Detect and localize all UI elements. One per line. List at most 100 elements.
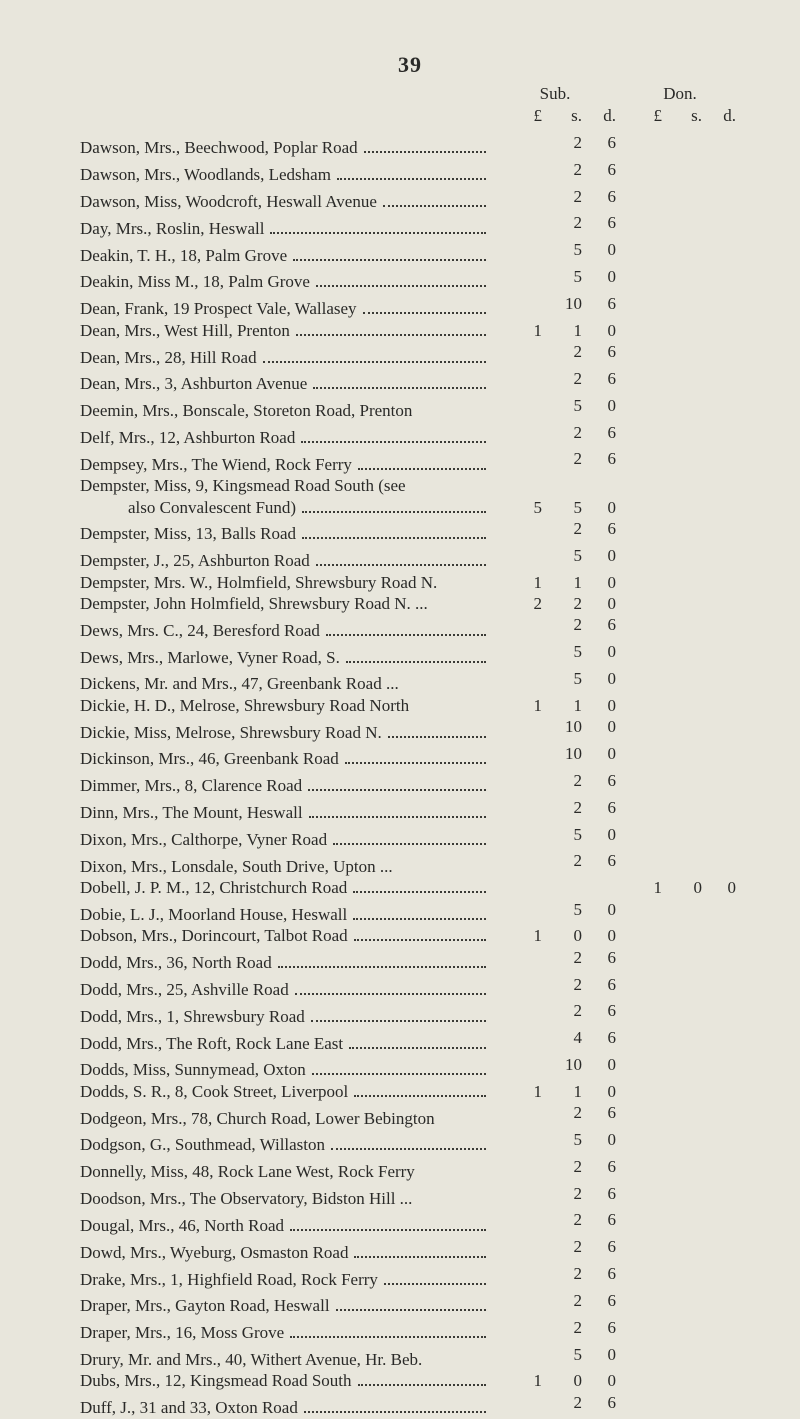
sub-s: 2 xyxy=(542,1236,582,1257)
entry-name: Doodson, Mrs., The Observatory, Bidston … xyxy=(80,1188,412,1209)
entry-name-cell: Dobie, L. J., Moorland House, Heswall xyxy=(80,904,490,925)
entry-name: Dean, Mrs., 3, Ashburton Avenue xyxy=(80,373,307,394)
entry-name-cell: Deemin, Mrs., Bonscale, Storeton Road, P… xyxy=(80,400,490,421)
ledger-row: Dodgeon, Mrs., 78, Church Road, Lower Be… xyxy=(80,1102,740,1129)
leader-dots xyxy=(354,927,486,941)
sub-s: 2 xyxy=(542,850,582,871)
sub-d: 6 xyxy=(582,293,620,314)
ledger-row: Dean, Frank, 19 Prospect Vale, Wallasey1… xyxy=(80,293,740,320)
header-sub: Sub. xyxy=(480,84,620,104)
sub-s: 2 xyxy=(542,341,582,362)
entry-name: Dickie, Miss, Melrose, Shrewsbury Road N… xyxy=(80,722,382,743)
sub-s: 5 xyxy=(542,266,582,287)
entry-name: Deemin, Mrs., Bonscale, Storeton Road, P… xyxy=(80,400,412,421)
entry-name-cell: Dubs, Mrs., 12, Kingsmead Road South xyxy=(80,1370,490,1391)
leader-dots xyxy=(309,804,486,818)
sub-d: 6 xyxy=(582,1156,620,1177)
sub-s: 2 xyxy=(542,132,582,153)
entry-name-cell: Day, Mrs., Roslin, Heswall xyxy=(80,218,490,239)
sub-d: 0 xyxy=(582,716,620,737)
sub-amount: 26 xyxy=(490,341,620,362)
leader-dots xyxy=(316,274,486,288)
entry-name: Dempster, Mrs. W., Holmfield, Shrewsbury… xyxy=(80,572,437,593)
sub-d: 6 xyxy=(582,132,620,153)
entry-name: Dodgeon, Mrs., 78, Church Road, Lower Be… xyxy=(80,1108,435,1129)
sub-s: 5 xyxy=(542,395,582,416)
sub-s: 2 xyxy=(542,368,582,389)
sub-d: 0 xyxy=(582,545,620,566)
sub-d: 0 xyxy=(582,395,620,416)
sub-s: 2 xyxy=(542,797,582,818)
leader-dots xyxy=(383,193,486,207)
sub-l xyxy=(502,1290,542,1311)
entry-name-cell: Dodd, Mrs., 36, North Road xyxy=(80,952,490,973)
ledger-row: Delf, Mrs., 12, Ashburton Road26 xyxy=(80,422,740,449)
entry-name-cell: also Convalescent Fund) xyxy=(80,497,490,518)
entry-name-cell: Dougal, Mrs., 46, North Road xyxy=(80,1215,490,1236)
entry-name: Dobson, Mrs., Dorincourt, Talbot Road xyxy=(80,925,348,946)
sub-amount: 100 xyxy=(490,716,620,737)
ledger-row: Doodson, Mrs., The Observatory, Bidston … xyxy=(80,1183,740,1210)
sub-l xyxy=(502,341,542,362)
sub-d: 0 xyxy=(582,1054,620,1075)
sub-s: 2 xyxy=(542,770,582,791)
entry-name: Draper, Mrs., Gayton Road, Heswall xyxy=(80,1295,330,1316)
ledger-row: Dixon, Mrs., Lonsdale, South Drive, Upto… xyxy=(80,850,740,877)
unit-s: s. xyxy=(662,106,702,126)
sub-d: 0 xyxy=(582,497,620,518)
sub-l xyxy=(502,1027,542,1048)
ledger-row: Draper, Mrs., 16, Moss Grove26 xyxy=(80,1317,740,1344)
leader-dots xyxy=(358,1372,486,1386)
ledger-row: Dawson, Mrs., Beechwood, Poplar Road26 xyxy=(80,132,740,159)
sub-s: 2 xyxy=(542,947,582,968)
sub-s: 2 xyxy=(542,1156,582,1177)
entry-name-cell: Drury, Mr. and Mrs., 40, Withert Avenue,… xyxy=(80,1349,490,1370)
entry-name-cell: Dickie, Miss, Melrose, Shrewsbury Road N… xyxy=(80,722,490,743)
sub-d: 6 xyxy=(582,368,620,389)
entry-name-cell: Dawson, Miss, Woodcroft, Heswall Avenue xyxy=(80,191,490,212)
units-spacer xyxy=(80,106,490,126)
sub-l: 2 xyxy=(502,593,542,614)
sub-s: 1 xyxy=(542,695,582,716)
entry-name: Dobie, L. J., Moorland House, Heswall xyxy=(80,904,347,925)
sub-s: 5 xyxy=(542,824,582,845)
entry-name: Dean, Frank, 19 Prospect Vale, Wallasey xyxy=(80,298,357,319)
ledger-row: Dodd, Mrs., 36, North Road26 xyxy=(80,947,740,974)
entry-name: Dinn, Mrs., The Mount, Heswall xyxy=(80,802,303,823)
sub-l xyxy=(502,1129,542,1150)
ledger-row: Dodd, Mrs., 1, Shrewsbury Road26 xyxy=(80,1000,740,1027)
sub-l: 1 xyxy=(502,320,542,341)
leader-dots xyxy=(333,831,486,845)
ledger-row: also Convalescent Fund)550 xyxy=(80,497,740,518)
sub-l xyxy=(502,974,542,995)
entry-name-cell: Dempster, Mrs. W., Holmfield, Shrewsbury… xyxy=(80,572,490,593)
sub-s: 2 xyxy=(542,212,582,233)
entry-name-cell: Doodson, Mrs., The Observatory, Bidston … xyxy=(80,1188,490,1209)
ledger-row: Deakin, T. H., 18, Palm Grove50 xyxy=(80,239,740,266)
entry-name: Dixon, Mrs., Lonsdale, South Drive, Upto… xyxy=(80,856,393,877)
entry-name-cell: Dempster, Miss, 13, Balls Road xyxy=(80,523,490,544)
entry-name: Dean, Mrs., 28, Hill Road xyxy=(80,347,257,368)
ledger-row: Deemin, Mrs., Bonscale, Storeton Road, P… xyxy=(80,395,740,422)
sub-amount: 26 xyxy=(490,770,620,791)
unit-l: £ xyxy=(622,106,662,126)
sub-d: 6 xyxy=(582,448,620,469)
sub-s: 5 xyxy=(542,1129,582,1150)
sub-d: 6 xyxy=(582,1236,620,1257)
ledger-row: Dodds, S. R., 8, Cook Street, Liverpool1… xyxy=(80,1081,740,1102)
entry-name-cell: Dews, Mrs., Marlowe, Vyner Road, S. xyxy=(80,647,490,668)
sub-d: 6 xyxy=(582,1290,620,1311)
ledger-row: Dawson, Mrs., Woodlands, Ledsham26 xyxy=(80,159,740,186)
entry-name: Dixon, Mrs., Calthorpe, Vyner Road xyxy=(80,829,327,850)
entry-name: Duff, J., 31 and 33, Oxton Road xyxy=(80,1397,298,1418)
ledger-row: Dodgson, G., Southmead, Willaston50 xyxy=(80,1129,740,1156)
leader-dots xyxy=(354,1244,486,1258)
sub-s: 1 xyxy=(542,572,582,593)
ledger-row: Dodds, Miss, Sunnymead, Oxton100 xyxy=(80,1054,740,1081)
sub-s: 2 xyxy=(542,1209,582,1230)
sub-d: 0 xyxy=(582,743,620,764)
sub-l xyxy=(502,1344,542,1365)
don-units: £ s. d. xyxy=(620,106,740,126)
sub-amount: 50 xyxy=(490,395,620,416)
sub-l xyxy=(502,1054,542,1075)
